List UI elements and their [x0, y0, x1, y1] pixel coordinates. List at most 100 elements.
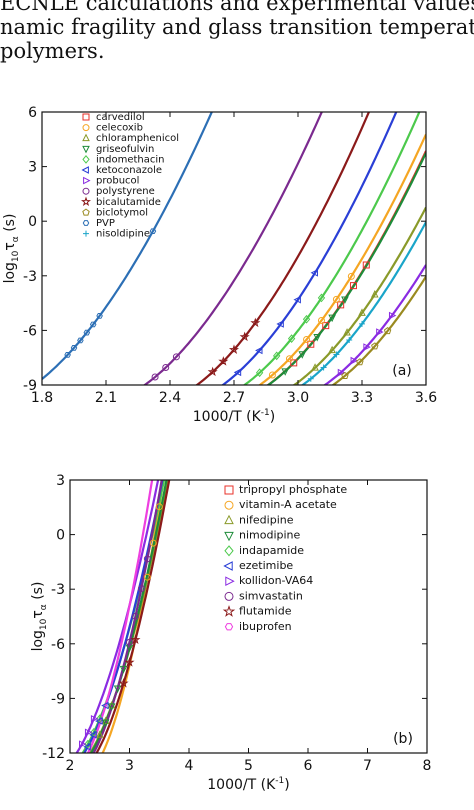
- legend-label: nimodipine: [239, 529, 301, 542]
- data-point: [359, 320, 365, 327]
- data-point: [89, 321, 97, 328]
- series-points: [79, 503, 163, 751]
- x-axis-label: 1000/T (K-1): [193, 408, 275, 425]
- caption-line-1: ECNLE calculations and experimental valu…: [0, 0, 474, 15]
- data-point: [84, 728, 93, 737]
- legend-marker: [80, 196, 92, 207]
- data-point: [313, 334, 322, 342]
- data-point: [90, 727, 98, 737]
- data-point: [79, 740, 87, 748]
- x-tick-label: 4: [185, 758, 194, 774]
- data-point: [281, 368, 290, 376]
- legend-marker: [82, 145, 90, 154]
- data-point: [101, 701, 109, 710]
- data-point: [124, 657, 135, 667]
- x-tick-label: 2.4: [159, 390, 181, 406]
- data-point: [89, 731, 97, 739]
- legend-label: bicalutamide: [96, 197, 161, 208]
- data-point: [328, 314, 336, 323]
- legend-label: simvastatin: [239, 589, 303, 602]
- x-tick-label: 2: [66, 758, 75, 774]
- series-curve-indomethacin: [242, 112, 421, 385]
- data-point: [317, 293, 326, 303]
- panel-label: (a): [392, 363, 412, 379]
- series-curve-simvastatin: [92, 480, 163, 753]
- data-point: [137, 585, 145, 593]
- y-tick-label: 0: [56, 528, 65, 544]
- data-point: [317, 316, 325, 324]
- legend-label: chloramphenicol: [96, 133, 179, 144]
- data-point: [347, 272, 355, 280]
- legend-marker: [82, 155, 90, 164]
- data-point: [370, 289, 379, 298]
- panel-label: (b): [393, 731, 413, 747]
- x-tick-label: 7: [363, 758, 372, 774]
- data-point: [307, 340, 315, 348]
- data-point: [307, 375, 314, 382]
- data-point: [130, 634, 141, 645]
- data-point: [383, 327, 392, 335]
- legend-label: indapamide: [239, 544, 304, 557]
- series-curve-nifedipine: [88, 480, 170, 753]
- series-curve-griseofulvin: [266, 152, 426, 385]
- legend-marker: [224, 545, 234, 557]
- legend-marker: [82, 220, 90, 226]
- y-tick-label: -6: [51, 637, 65, 653]
- legend-label: nifedipine: [239, 513, 294, 526]
- data-point: [290, 359, 298, 367]
- data-point: [207, 366, 218, 377]
- data-point: [101, 719, 110, 727]
- data-point: [83, 742, 91, 751]
- legend-marker: [224, 531, 234, 542]
- series-curve-pvp: [42, 112, 213, 380]
- legend-marker: [224, 623, 234, 631]
- data-point: [126, 638, 133, 646]
- data-point: [77, 337, 84, 344]
- x-tick-label: 6: [304, 758, 313, 774]
- y-tick-label: -9: [51, 691, 65, 707]
- x-tick-label: 3.6: [415, 390, 437, 406]
- data-point: [149, 228, 157, 235]
- y-tick-label: -6: [23, 323, 37, 339]
- y-tick-label: 3: [28, 160, 37, 176]
- data-point: [298, 351, 307, 359]
- data-point: [255, 346, 263, 355]
- data-point: [228, 344, 240, 354]
- legend-marker: [223, 561, 233, 571]
- data-point: [356, 358, 364, 366]
- data-point: [337, 368, 346, 377]
- legend-marker: [224, 485, 234, 495]
- data-point: [276, 320, 284, 328]
- data-point: [239, 331, 250, 342]
- data-point: [350, 356, 359, 365]
- legend-label: kollidon-VA64: [239, 574, 313, 587]
- data-point: [285, 355, 293, 363]
- data-point: [328, 345, 336, 354]
- data-point: [293, 295, 301, 304]
- data-point: [143, 573, 151, 581]
- data-point: [337, 301, 345, 309]
- y-tick-label: -12: [42, 746, 65, 762]
- x-tick-label: 5: [244, 758, 253, 774]
- x-tick-label: 3.3: [351, 390, 373, 406]
- x-tick-label: 3: [125, 758, 134, 774]
- y-tick-label: -3: [23, 269, 37, 285]
- legend-marker: [82, 113, 90, 121]
- chart-panel-a: 1.8 2.1 2.4 2.7 3.0 3.3 3.6 -9 -6 -3 0 3 6 1000/T (K-…: [2, 105, 437, 425]
- legend-label: vitamin-A acetate: [239, 498, 337, 511]
- legend-label: griseofulvin: [96, 144, 154, 155]
- caption-line-3: polymers.: [0, 39, 105, 63]
- caption-header: ECNLE calculations and experimental valu…: [0, 0, 474, 72]
- legend: carvedilolcelecoxibchloramphenicolgriseo…: [80, 112, 179, 240]
- series-curve-celecoxib: [257, 133, 426, 385]
- data-point: [113, 685, 122, 693]
- data-point: [311, 363, 319, 371]
- series-curve-nimodipine: [89, 480, 168, 753]
- legend-label: indomethacin: [96, 154, 164, 165]
- data-point: [376, 328, 384, 336]
- y-axis-label: log10τα (s): [30, 582, 49, 652]
- y-tick-label: 3: [56, 473, 65, 489]
- data-point: [118, 677, 129, 688]
- legend-label: flutamide: [239, 605, 292, 618]
- data-point: [119, 665, 128, 674]
